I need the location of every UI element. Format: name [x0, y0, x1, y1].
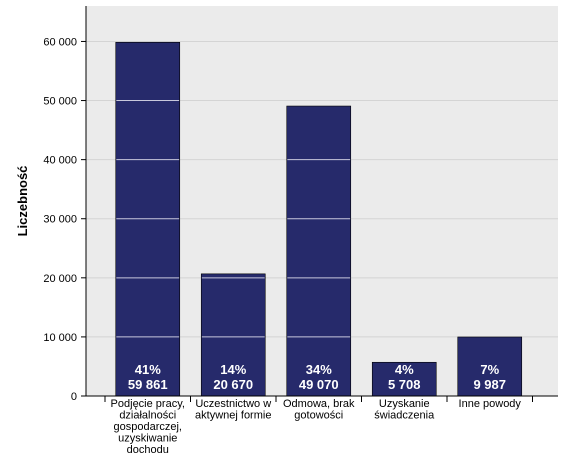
y-tick-label: 30 000: [43, 214, 77, 226]
y-tick-label: 0: [71, 391, 77, 403]
y-axis-ticks: 0 10 000 20 000 30 000 40 000 50 000 60 000: [43, 36, 86, 403]
bar-count-label: 49 070: [299, 377, 339, 392]
bar-percent-label: 34%: [306, 362, 332, 377]
y-tick-label: 20 000: [43, 273, 77, 285]
bar-percent-label: 41%: [135, 362, 161, 377]
x-category-label: Uzyskanie świadczenia: [374, 398, 435, 422]
bar-percent-label: 4%: [395, 362, 414, 377]
y-tick-label: 40 000: [43, 155, 77, 167]
bar: [286, 105, 352, 397]
bar-count-label: 59 861: [128, 377, 168, 392]
bar-count-label: 20 670: [213, 377, 253, 392]
bar-data-labels: 41%59 861 14%20 670 34%49 070 4%5 708 7%9 98…: [128, 362, 506, 392]
x-axis-categories: Podjęcie pracy, działalności gospodarczej,…: [104, 396, 533, 456]
x-category-label: Inne powody: [459, 398, 522, 410]
bar-internal-grid-lines: [116, 100, 351, 338]
x-category-label: Uczestnictwo w aktywnej formie: [195, 398, 271, 422]
y-axis-label: Liczebność: [15, 166, 30, 237]
bar-percent-label: 14%: [220, 362, 246, 377]
bar-count-label: 9 987: [473, 377, 506, 392]
x-category-label: Odmowa, brak gotowości: [283, 398, 355, 422]
bar-percent-label: 7%: [480, 362, 499, 377]
axes: [85, 6, 558, 397]
y-tick-label: 50 000: [43, 96, 77, 108]
bar-count-label: 5 708: [388, 377, 421, 392]
y-tick-label: 10 000: [43, 332, 77, 344]
y-tick-label: 60 000: [43, 36, 77, 48]
x-category-label: Podjęcie pracy, działalności gospodarczej,…: [111, 398, 185, 456]
